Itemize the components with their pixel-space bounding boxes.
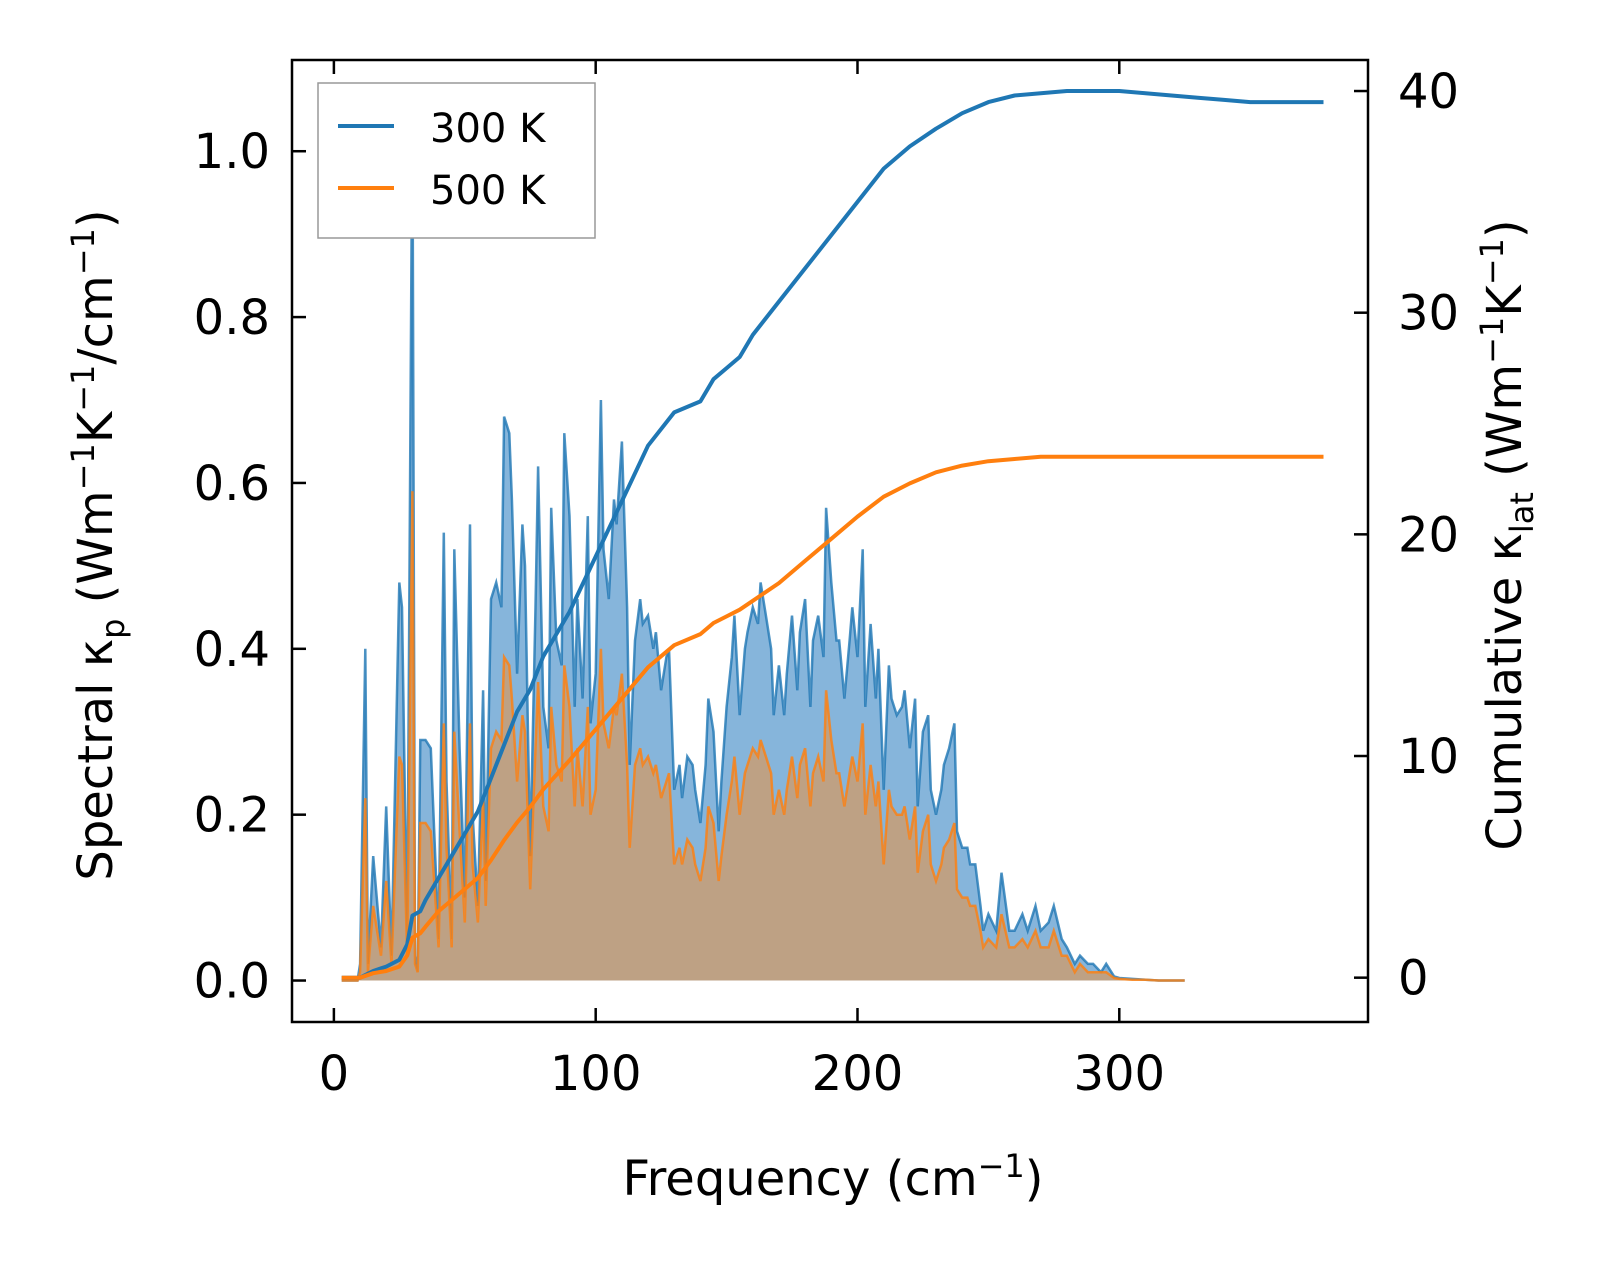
y-right-title-sup2: −1 xyxy=(1473,238,1511,285)
x-axis-title-main: Frequency (cm xyxy=(622,1151,977,1207)
y-left-title-sup2: −1 xyxy=(64,365,102,412)
y-left-title-slash: /cm xyxy=(68,275,124,364)
legend-label-300k: 300 K xyxy=(430,106,547,152)
y-right-title-k: K xyxy=(1477,284,1533,317)
y-right-title-tail: ) xyxy=(1477,219,1533,238)
y-left-title-k: K xyxy=(68,410,124,443)
cumulative-line-300k xyxy=(341,89,1324,980)
y-left-tick-label: 0.0 xyxy=(194,954,270,1010)
spectral-line-500k xyxy=(341,491,1185,982)
x-tick-label: 200 xyxy=(812,1046,904,1102)
legend-label-500k: 500 K xyxy=(430,168,547,214)
y-left-title-sub: p xyxy=(94,619,132,639)
y-axis-left-title: Spectral κp (Wm−1K−1/cm−1) xyxy=(64,209,132,880)
y-left-tick-label: 0.2 xyxy=(194,788,270,844)
y-left-title-sup1: −1 xyxy=(64,443,102,490)
legend-box xyxy=(317,82,596,239)
y-right-title-sup1: −1 xyxy=(1473,317,1511,364)
x-axis-title: Frequency (cm−1) xyxy=(622,1147,1043,1207)
y-right-title-pre: Cumulative κ xyxy=(1477,533,1533,851)
x-axis-title-sup: −1 xyxy=(978,1147,1025,1185)
plot-frame xyxy=(290,58,1370,1024)
y-left-tick-label: 1.0 xyxy=(194,124,270,180)
y-left-title-pre: Spectral κ xyxy=(68,639,124,881)
y-right-title-sub: lat xyxy=(1503,492,1541,533)
y-left-tick-label: 0.8 xyxy=(194,290,270,346)
legend: 300 K 500 K xyxy=(317,82,596,239)
y-right-tick-label: 20 xyxy=(1398,507,1459,563)
y-left-title-tail: ) xyxy=(68,209,124,228)
x-axis-title-tail: ) xyxy=(1025,1151,1044,1207)
spectral-area-500k xyxy=(341,491,1185,981)
y-right-tick-label: 40 xyxy=(1398,64,1459,120)
y-right-tick-label: 30 xyxy=(1398,286,1459,342)
y-right-tick-label: 0 xyxy=(1398,951,1429,1007)
y-left-title-mid: (Wm xyxy=(68,490,124,618)
y-left-tick-label: 0.4 xyxy=(194,622,270,678)
y-right-tick-label: 10 xyxy=(1398,729,1459,785)
y-right-title-mid: (Wm xyxy=(1477,364,1533,492)
x-tick-label: 100 xyxy=(550,1046,642,1102)
plot-area xyxy=(341,89,1324,982)
y-left-title-sup3: −1 xyxy=(64,228,102,275)
axes: 0 100 200 300 0.0 0.2 0.4 0.6 0.8 1.0 0 10 20 30 40 xyxy=(194,58,1459,1102)
cumulative-line-500k xyxy=(341,454,1324,980)
y-axis-right-title: Cumulative κlat (Wm−1K−1) xyxy=(1473,219,1541,850)
x-tick-label: 300 xyxy=(1073,1046,1165,1102)
y-left-tick-label: 0.6 xyxy=(194,456,270,512)
spectral-line-300k xyxy=(341,101,1185,982)
x-tick-label: 0 xyxy=(319,1046,350,1102)
